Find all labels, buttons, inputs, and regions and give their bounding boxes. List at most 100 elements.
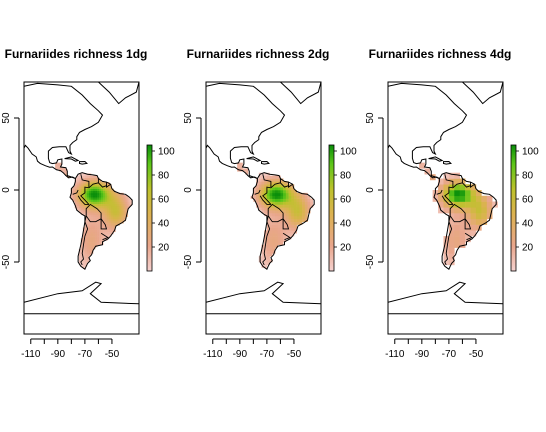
raster-cell <box>88 212 92 215</box>
raster-cell <box>90 229 94 233</box>
raster-cell <box>237 165 241 169</box>
country-border <box>97 178 107 188</box>
country-border <box>100 218 108 230</box>
raster-cell <box>129 203 132 207</box>
x-tick-label: -90 <box>415 349 430 360</box>
raster-cell <box>117 218 120 222</box>
raster-cell <box>299 213 303 217</box>
raster-cell <box>481 213 488 220</box>
raster-cell <box>261 207 265 211</box>
raster-cell <box>95 227 98 230</box>
raster-cell <box>256 190 260 194</box>
raster-cell <box>275 230 279 234</box>
raster-cell <box>84 173 88 176</box>
raster-cell <box>275 204 279 208</box>
raster-cell <box>107 229 110 233</box>
raster-cell <box>107 205 110 209</box>
raster-cell <box>113 190 116 194</box>
raster-cell <box>121 216 124 220</box>
plot-area: -110 -90 -70 -50 -50 0 50 20 40 60 80 100 <box>183 81 357 360</box>
raster-cell <box>107 220 110 224</box>
raster-cell <box>302 213 306 217</box>
raster-cell <box>109 188 112 192</box>
raster-cell <box>78 253 82 256</box>
raster-cell <box>261 256 265 260</box>
raster-cell <box>121 218 124 222</box>
coastline-south-america <box>251 172 315 270</box>
raster-cell <box>492 201 498 208</box>
raster-cell <box>86 220 90 224</box>
raster-cell <box>475 201 482 208</box>
raster-cell <box>275 184 279 188</box>
raster-cell <box>93 195 96 198</box>
raster-cell <box>302 201 306 205</box>
country-border <box>436 189 443 195</box>
legend-tick-label: 20 <box>158 243 170 254</box>
coastline-antarctica <box>388 281 503 305</box>
raster-cell <box>84 244 88 248</box>
coastline-cuba <box>64 156 80 162</box>
raster-cell <box>88 246 92 250</box>
raster-cell <box>105 201 108 204</box>
x-tick-label: -50 <box>287 349 302 360</box>
raster-cell <box>288 233 292 237</box>
country-border <box>279 178 289 188</box>
raster-cell <box>277 178 281 182</box>
raster-cell <box>299 221 303 225</box>
raster-cell <box>264 210 268 214</box>
raster-cell <box>261 244 265 248</box>
raster-cell <box>109 231 112 235</box>
raster-cell <box>465 195 471 202</box>
raster-cell <box>123 212 126 215</box>
raster-cell <box>95 218 98 222</box>
raster-cell <box>123 214 126 217</box>
raster-cell <box>55 166 58 170</box>
raster-cell <box>443 190 450 197</box>
raster-cell <box>266 262 270 266</box>
raster-cell <box>97 197 100 200</box>
raster-cell <box>86 199 90 202</box>
legend-tick-label: 20 <box>522 243 534 254</box>
raster-cell <box>296 215 300 220</box>
raster-cell <box>55 162 58 166</box>
raster-cell <box>111 218 114 222</box>
raster-cell <box>280 213 284 217</box>
raster-cell <box>78 188 82 192</box>
raster-cell <box>115 205 118 209</box>
raster-cell <box>109 199 112 202</box>
raster-cell <box>296 195 300 199</box>
raster-cell <box>459 195 466 202</box>
raster-cell <box>261 187 265 191</box>
raster-cell <box>269 192 273 197</box>
raster-cell <box>111 192 114 196</box>
raster-cell <box>115 199 118 202</box>
raster-cell <box>239 165 243 169</box>
raster-cell <box>275 233 279 237</box>
raster-cell <box>93 216 96 220</box>
legend-tick-label: 40 <box>158 219 170 230</box>
raster-cell <box>269 247 273 251</box>
raster-cell <box>107 192 110 196</box>
raster-cell <box>97 184 100 187</box>
y-axis: -50 0 50 <box>365 112 384 269</box>
coastline-greenland <box>280 82 321 105</box>
raster-cell <box>105 225 108 228</box>
raster-cell <box>107 212 110 215</box>
raster-cell <box>261 210 265 214</box>
raster-cell <box>299 195 303 199</box>
raster-cell <box>123 208 126 211</box>
raster-cell <box>264 172 268 176</box>
raster-cell <box>285 192 289 197</box>
coastline-north-america <box>388 82 468 179</box>
raster-cell <box>119 203 122 207</box>
raster-cell <box>277 215 281 220</box>
raster-cell <box>93 212 96 215</box>
raster-cell <box>97 210 100 213</box>
raster-cell <box>90 227 94 230</box>
raster-cell <box>72 188 76 192</box>
raster-cell <box>76 190 80 194</box>
raster-cell <box>266 187 270 191</box>
raster-cell <box>288 221 292 225</box>
raster-cell <box>264 259 268 263</box>
raster-cell <box>99 214 102 217</box>
